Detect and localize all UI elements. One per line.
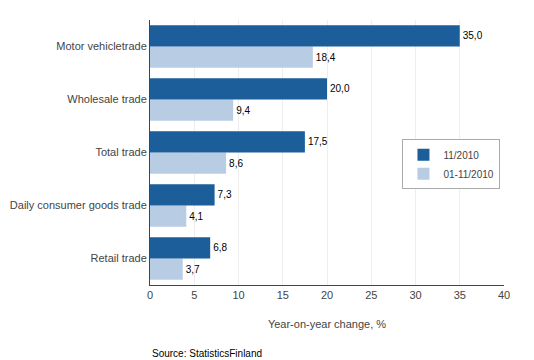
svg-text:Year-on-year change, %: Year-on-year change, % (268, 318, 386, 330)
svg-text:6,8: 6,8 (213, 242, 227, 253)
svg-text:20,0: 20,0 (330, 83, 350, 94)
svg-text:3,7: 3,7 (186, 264, 200, 275)
svg-text:11/2010: 11/2010 (443, 150, 479, 161)
svg-text:30: 30 (409, 289, 421, 301)
svg-text:Source: StatisticsFinland: Source: StatisticsFinland (152, 348, 262, 359)
svg-text:40: 40 (498, 289, 510, 301)
svg-text:Motor vehicletrade: Motor vehicletrade (56, 40, 147, 52)
svg-text:Wholesale trade: Wholesale trade (67, 93, 147, 105)
svg-text:Total trade: Total trade (95, 146, 146, 158)
svg-text:7,3: 7,3 (218, 189, 232, 200)
svg-text:5: 5 (191, 289, 197, 301)
svg-text:Retail trade: Retail trade (91, 252, 147, 264)
svg-text:0: 0 (147, 289, 153, 301)
svg-text:18,4: 18,4 (316, 52, 336, 63)
svg-text:17,5: 17,5 (308, 136, 328, 147)
svg-text:20: 20 (321, 289, 333, 301)
svg-text:9,4: 9,4 (236, 105, 250, 116)
svg-text:10: 10 (232, 289, 244, 301)
svg-text:Daily consumer goods trade: Daily consumer goods trade (10, 199, 147, 211)
svg-text:8,6: 8,6 (229, 158, 243, 169)
svg-text:15: 15 (277, 289, 289, 301)
svg-text:25: 25 (365, 289, 377, 301)
svg-text:35: 35 (454, 289, 466, 301)
svg-text:4,1: 4,1 (189, 211, 203, 222)
svg-text:35,0: 35,0 (463, 30, 483, 41)
svg-text:01-11/2010: 01-11/2010 (443, 169, 493, 180)
